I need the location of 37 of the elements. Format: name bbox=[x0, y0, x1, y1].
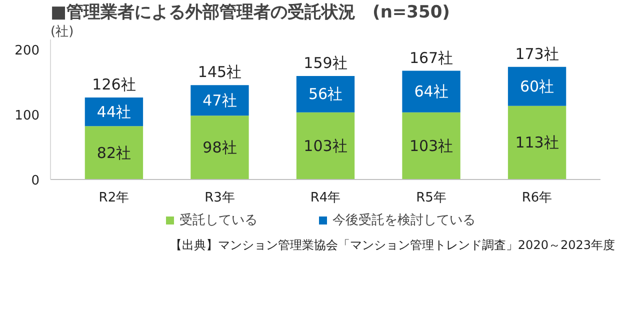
x-tick-label: R4年 bbox=[310, 190, 341, 206]
data-label: 60社 bbox=[520, 77, 554, 96]
data-label: 56社 bbox=[308, 85, 343, 104]
bar bbox=[190, 116, 249, 180]
bar bbox=[402, 112, 460, 180]
data-label: 64社 bbox=[414, 82, 448, 101]
bar bbox=[84, 126, 144, 180]
data-label: 113社 bbox=[515, 134, 559, 152]
data-label: 98社 bbox=[202, 138, 237, 157]
legend-label: 今後受託を検討している bbox=[332, 212, 476, 229]
x-tick-label: R2年 bbox=[98, 190, 130, 206]
data-label: 103社 bbox=[304, 136, 348, 155]
data-label: 82社 bbox=[96, 144, 132, 162]
bar bbox=[296, 112, 355, 180]
total-label: 159社 bbox=[304, 54, 348, 72]
chart-title: ■管理業者による外部管理者の受託状況 (n=350) bbox=[50, 2, 450, 22]
bar bbox=[190, 85, 249, 116]
bar bbox=[296, 76, 355, 112]
bar bbox=[508, 66, 566, 106]
total-label: 167社 bbox=[409, 48, 454, 67]
x-tick-label: R6年 bbox=[522, 190, 552, 206]
total-label: 173社 bbox=[515, 44, 559, 63]
data-label: 47社 bbox=[202, 91, 237, 110]
text: 【出典】マンション管理業協会「マンション管理トレンド調査」2020～2023年度 bbox=[170, 237, 615, 254]
legend-label: 受託している bbox=[180, 212, 258, 229]
x-tick-label: R3年 bbox=[204, 190, 235, 206]
total-label: 126社 bbox=[92, 75, 136, 94]
y-tick-label: 200 bbox=[14, 43, 40, 58]
y-tick-label: 0 bbox=[31, 174, 40, 188]
y-axis-title: (社) bbox=[50, 24, 74, 40]
x-tick-label: R5年 bbox=[416, 190, 446, 206]
data-label: 103社 bbox=[409, 136, 454, 155]
data-label: 44社 bbox=[96, 102, 132, 121]
y-tick-label: 100 bbox=[14, 108, 40, 124]
total-label: 145社 bbox=[198, 63, 242, 82]
bar bbox=[402, 70, 460, 112]
bar bbox=[508, 106, 566, 180]
